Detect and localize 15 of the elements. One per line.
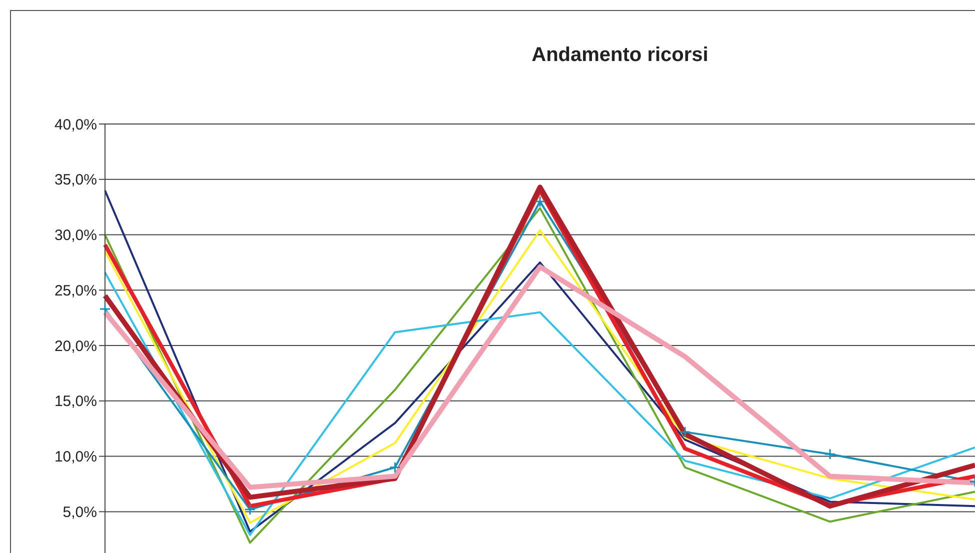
point [534,196,546,208]
point [679,426,691,438]
y-tick-label: 25,0% [54,282,97,300]
point [99,303,111,315]
chart-title: Andamento ricorsi [530,44,710,67]
y-tick-label: 5,0% [62,504,97,522]
y-tick-label: 40,0% [54,116,97,134]
point [824,448,836,460]
y-tick-label: 15,0% [54,393,97,410]
y-tick-label: 10,0% [54,448,97,466]
y-tick-label: 35,0% [54,172,97,189]
point [244,504,256,516]
y-tick-label: 20,0% [54,338,97,355]
point [389,462,401,474]
y-tick-label: 30,0% [54,227,97,244]
